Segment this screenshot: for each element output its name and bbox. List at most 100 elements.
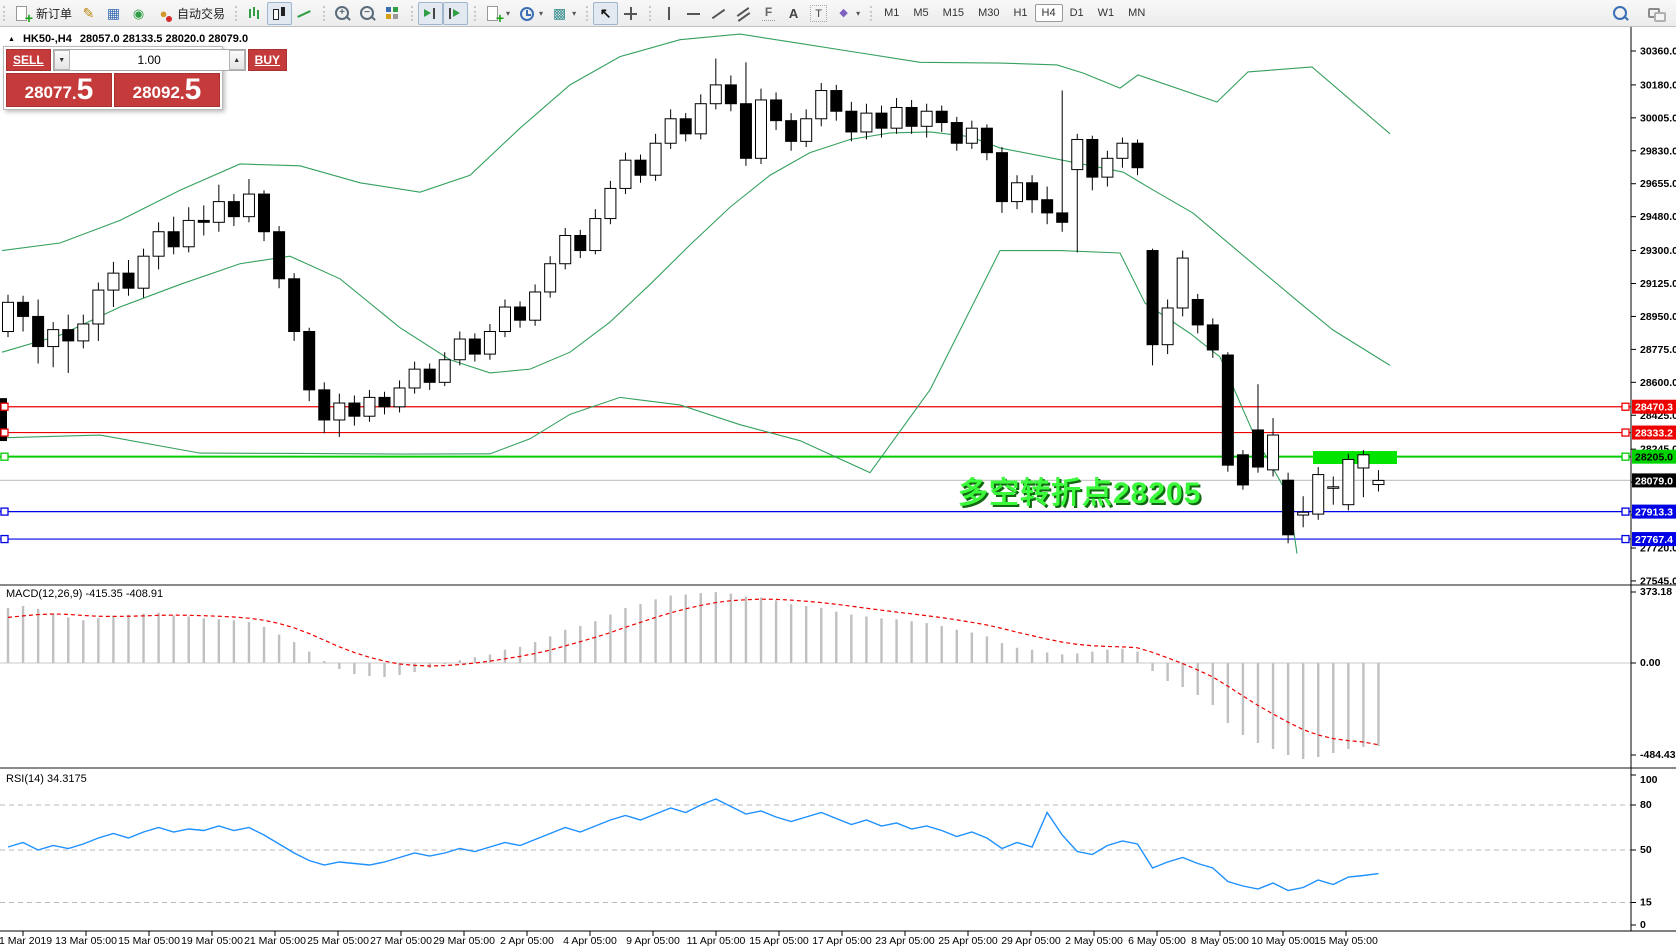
chevron-down-icon[interactable]: ▾ [856, 8, 861, 18]
crosshair-button[interactable] [618, 2, 643, 25]
fibonacci-button[interactable] [756, 2, 781, 25]
volume-decrease-button[interactable]: ▼ [53, 50, 70, 70]
macd-histogram-bar [1061, 654, 1064, 663]
chart-window[interactable]: 30360.0 30180.0 30005.0 29830.0 29655.0 29480… [0, 27, 1676, 947]
timeframe-h1-button[interactable]: H1 [1013, 7, 1028, 19]
zoom-out-button[interactable] [355, 2, 380, 25]
macd-histogram-bar [217, 619, 221, 663]
collapse-arrow-icon[interactable]: ▲ [8, 35, 15, 43]
buy-button[interactable]: BUY [247, 49, 288, 71]
cursor-button[interactable] [593, 1, 619, 25]
shapes-button[interactable]: ▾ [831, 2, 864, 25]
search-icon [1612, 5, 1629, 22]
timeframe-w1-button[interactable]: W1 [1097, 7, 1115, 19]
price-axis-label: 28600.0 [1640, 377, 1676, 389]
rsi-line [7, 798, 1379, 892]
horizontal-line-button[interactable] [681, 2, 706, 25]
macd-histogram-bar [443, 663, 446, 664]
price-axis-label: 28775.0 [1640, 344, 1676, 356]
macd-histogram-bar [1211, 663, 1214, 705]
candle [47, 322, 60, 368]
pencil-icon [80, 5, 97, 22]
volume-stepper[interactable]: ▼ ▲ [52, 49, 246, 71]
timeframe-m1-button[interactable]: M1 [884, 7, 900, 19]
volume-increase-button[interactable]: ▲ [228, 50, 245, 70]
macd-histogram-bar [1166, 663, 1169, 681]
macd-histogram-bar [172, 615, 175, 663]
chart-canvas[interactable]: 30360.0 30180.0 30005.0 29830.0 29655.0 29480… [0, 27, 1676, 947]
tile-windows-button[interactable] [380, 2, 405, 25]
vertical-line-button[interactable] [656, 2, 681, 25]
chart-autoscroll-button[interactable] [443, 1, 469, 25]
timeframe-d1-button[interactable]: D1 [1069, 7, 1084, 19]
volume-input[interactable] [69, 50, 229, 70]
timeframe-m15-button[interactable]: M15 [942, 7, 965, 19]
candle [514, 301, 527, 328]
price-badge-label: 28333.2 [1635, 428, 1673, 440]
indicators-button[interactable]: ▾ [481, 2, 514, 26]
macd-histogram-bar [970, 632, 974, 663]
timeframe-mn-button[interactable]: MN [1128, 7, 1146, 19]
candlestick-chart-button[interactable] [267, 1, 293, 25]
macd-pane [0, 592, 1631, 759]
new-order-button[interactable]: 新订单 [10, 2, 76, 26]
macd-histogram-bar [820, 607, 823, 663]
macd-histogram-bar [262, 626, 266, 663]
candle [483, 323, 496, 360]
price-badge [1632, 504, 1676, 519]
candle [197, 205, 210, 236]
timeframe-m5-button[interactable]: M5 [913, 7, 929, 19]
chevron-down-icon[interactable]: ▾ [539, 8, 544, 18]
date-axis-label: 8 May 05:00 [1191, 935, 1249, 947]
chart-shift-button[interactable] [418, 1, 444, 25]
toolbar-group [232, 1, 320, 25]
macd-signal-line [7, 598, 1379, 746]
buy-price-button[interactable]: 28092. 5 [114, 73, 220, 107]
toolbar-group [320, 1, 408, 25]
robot-icon [155, 5, 173, 22]
candle [182, 207, 195, 253]
macd-histogram-bar [759, 597, 763, 663]
macd-histogram-bar [789, 604, 793, 663]
candle [1161, 299, 1174, 355]
text-button[interactable] [781, 2, 806, 25]
one-click-trading-panel: SELL ▼ ▲ BUY 28077.5 28092.5 [3, 46, 288, 110]
macd-histogram-bar [684, 594, 687, 663]
signals-button[interactable] [126, 2, 151, 25]
timeframe-h4-button[interactable]: H4 [1034, 4, 1063, 22]
label-button[interactable] [806, 2, 831, 25]
candle [1282, 472, 1295, 544]
price-axis-label: 30360.0 [1640, 46, 1676, 58]
macd-histogram-bar [835, 611, 838, 663]
price-badge [1632, 449, 1676, 464]
price-badge [1632, 532, 1676, 547]
autotrading-button[interactable]: 自动交易 [151, 2, 229, 25]
macd-histogram-bar [488, 654, 492, 663]
templates-button[interactable]: ▾ [547, 2, 580, 25]
timeframe-m30-button[interactable]: M30 [978, 7, 1000, 19]
macd-histogram-bar [338, 663, 341, 669]
date-axis-label: 25 Mar 05:00 [307, 935, 369, 947]
search-button[interactable] [1608, 2, 1633, 25]
periods-button[interactable]: ▾ [514, 2, 547, 25]
candle [32, 299, 45, 364]
chevron-down-icon[interactable]: ▾ [572, 8, 577, 18]
chevron-down-icon[interactable]: ▾ [506, 8, 511, 18]
sell-button[interactable]: SELL [6, 49, 51, 71]
line-chart-button[interactable] [292, 2, 317, 25]
bar-chart-button[interactable] [242, 2, 267, 25]
date-axis-label: 2 May 05:00 [1065, 935, 1123, 947]
trendline-button[interactable] [706, 2, 731, 25]
candle [1312, 467, 1325, 520]
channel-button[interactable] [731, 2, 756, 25]
zoom-in-button[interactable] [330, 2, 355, 25]
chat-button[interactable] [1643, 2, 1668, 25]
data-window-button[interactable] [101, 2, 126, 25]
main-toolbar: 新订单 自动交易 ▾ ▾ ▾ ▾ M1 M5 M15 M30 H1 H4 D1 W1 MN [0, 0, 1676, 27]
macd-histogram-bar [1377, 663, 1380, 747]
macd-histogram-bar [1226, 663, 1230, 723]
sell-price-button[interactable]: 28077. 5 [6, 73, 112, 107]
metaeditor-button[interactable] [76, 2, 101, 25]
candle [1342, 453, 1355, 511]
candle [1056, 90, 1069, 232]
